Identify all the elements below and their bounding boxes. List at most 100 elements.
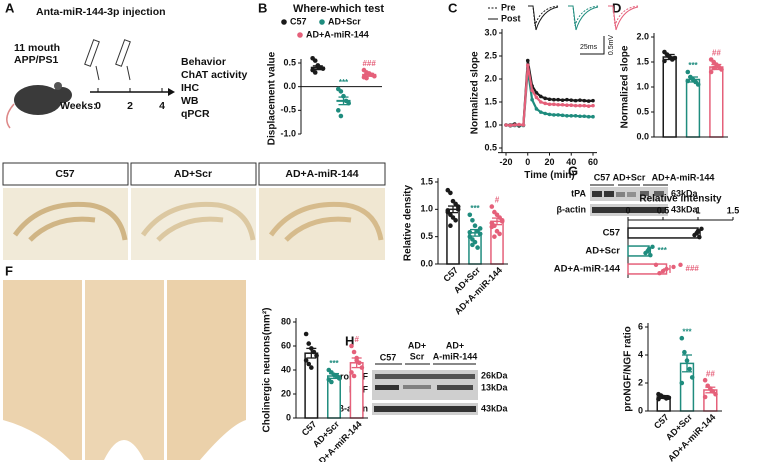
data-point bbox=[492, 234, 497, 239]
blot-group: C57 bbox=[594, 172, 611, 182]
y-tick-label: 0.5 bbox=[283, 57, 296, 67]
series-marker bbox=[508, 123, 513, 128]
data-point bbox=[660, 268, 666, 274]
chart-title: Where-which test bbox=[293, 3, 384, 15]
series-marker bbox=[539, 100, 543, 104]
y-tick-label: 20 bbox=[281, 388, 291, 398]
legend-marker bbox=[281, 19, 287, 25]
series-marker bbox=[560, 113, 565, 118]
series-marker bbox=[569, 114, 574, 118]
y-tick-label: 80 bbox=[281, 316, 291, 326]
y-tick-label: 2.0 bbox=[636, 31, 649, 41]
series-marker bbox=[569, 98, 574, 102]
series-marker bbox=[565, 103, 569, 108]
data-point bbox=[702, 377, 708, 383]
data-point bbox=[679, 380, 685, 386]
y-tick-label: 0.5 bbox=[420, 231, 433, 241]
outcome: ChAT activity bbox=[181, 69, 247, 81]
y-tick-label: 0 bbox=[638, 405, 643, 415]
significance: ## bbox=[706, 369, 715, 378]
panel-label: F bbox=[5, 263, 13, 278]
significance: *** bbox=[470, 204, 480, 213]
series-marker bbox=[582, 98, 587, 103]
x-tick-label: C57 bbox=[300, 419, 319, 438]
data-point bbox=[643, 250, 648, 256]
y-tick-label: 2 bbox=[638, 377, 643, 387]
series-marker bbox=[521, 123, 526, 127]
data-point bbox=[689, 375, 695, 380]
series-marker bbox=[582, 114, 587, 119]
series-marker bbox=[591, 98, 595, 103]
mouse-label: APP/PS1 bbox=[14, 54, 59, 66]
y-tick-label: 60 bbox=[281, 340, 291, 350]
blot-size: 43kDa bbox=[481, 403, 509, 413]
y-tick-label: AD+A-miR-144 bbox=[554, 264, 621, 275]
timeline-arrow bbox=[168, 88, 175, 96]
legend-label: AD+A-miR-144 bbox=[306, 29, 369, 39]
data-point bbox=[336, 376, 342, 381]
data-point bbox=[359, 365, 365, 370]
data-point bbox=[702, 394, 708, 400]
y-tick-label: 2.0 bbox=[484, 73, 497, 83]
outcome: Behavior bbox=[181, 56, 226, 68]
y-tick-label: 1.0 bbox=[636, 81, 649, 91]
series-marker bbox=[543, 96, 547, 101]
data-point bbox=[448, 223, 453, 229]
y-tick-label: 1.5 bbox=[484, 96, 497, 106]
series-marker bbox=[543, 101, 547, 106]
series-marker bbox=[578, 114, 582, 119]
data-point bbox=[477, 231, 483, 237]
y-tick-label: 0.0 bbox=[283, 81, 296, 91]
significance: # bbox=[354, 335, 359, 344]
data-point bbox=[303, 358, 309, 363]
data-point bbox=[349, 370, 354, 375]
y-axis-label: Normalized slope bbox=[470, 51, 481, 134]
series-marker bbox=[504, 123, 508, 127]
series-marker bbox=[556, 113, 560, 117]
week: 0 bbox=[95, 100, 101, 112]
x-tick-label: 1 bbox=[695, 205, 700, 215]
data-point bbox=[448, 190, 453, 196]
slice-images bbox=[2, 162, 386, 260]
legend-label: C57 bbox=[290, 16, 307, 26]
series-marker bbox=[578, 103, 582, 108]
weeks-label: Weeks: bbox=[60, 100, 97, 112]
significance: # bbox=[495, 196, 500, 205]
mouse-label: 11 mouth bbox=[14, 42, 60, 54]
data-point bbox=[489, 224, 495, 230]
panel-label: A bbox=[5, 0, 15, 15]
series-marker bbox=[539, 110, 543, 114]
x-axis-label: Time (min) bbox=[524, 170, 574, 181]
slice-images bbox=[3, 280, 246, 460]
series-marker bbox=[539, 94, 543, 99]
data-point bbox=[351, 373, 357, 379]
data-point bbox=[314, 353, 319, 358]
week: 4 bbox=[159, 100, 165, 112]
blot-group: AD+ bbox=[446, 340, 464, 350]
legend-label: Post bbox=[501, 13, 521, 23]
y-tick-label: 2.5 bbox=[484, 50, 497, 60]
data-point bbox=[467, 212, 473, 218]
significance: *** bbox=[688, 61, 698, 70]
y-tick-label: -1.0 bbox=[280, 128, 296, 138]
significance: *** bbox=[339, 78, 349, 87]
western-blot bbox=[590, 184, 668, 216]
series-marker bbox=[525, 58, 530, 63]
data-point bbox=[497, 231, 502, 237]
data-point bbox=[671, 264, 676, 270]
series-marker bbox=[552, 97, 556, 102]
series-marker bbox=[552, 113, 556, 117]
data-point bbox=[372, 73, 377, 79]
outcome: WB bbox=[181, 95, 199, 107]
y-tick-label: 1.5 bbox=[420, 176, 433, 186]
significance: *** bbox=[658, 246, 668, 255]
series-marker bbox=[556, 102, 560, 107]
blot-group: AD+Scr bbox=[613, 172, 646, 182]
outcome: IHC bbox=[181, 82, 200, 94]
series-marker bbox=[517, 122, 521, 127]
panel-label: D bbox=[612, 0, 621, 15]
blot-size: 13kDa bbox=[481, 382, 509, 392]
blot-group: AD+A-miR-144 bbox=[652, 172, 715, 182]
blot-row: β-actin bbox=[557, 204, 587, 214]
legend-marker bbox=[297, 32, 303, 38]
